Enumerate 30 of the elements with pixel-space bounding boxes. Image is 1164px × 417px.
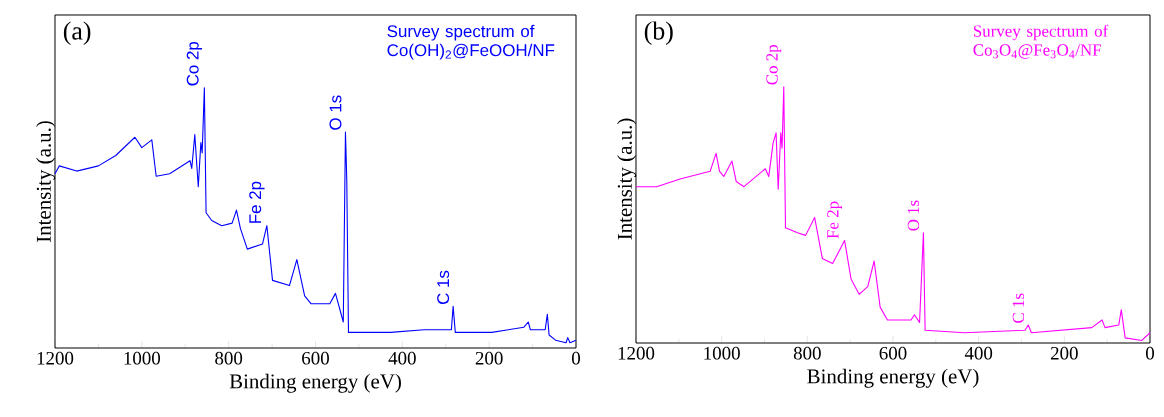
chart-title: (b) bbox=[644, 21, 673, 45]
chart-subtitle: Survey spectrum of Co(OH)$_{2}$@FeOOH/NF bbox=[387, 24, 555, 60]
x-tick-label: 400 bbox=[964, 346, 993, 360]
annotation: O 1s bbox=[329, 95, 342, 130]
x-tick-label: 600 bbox=[302, 351, 329, 365]
annotation: Fe 2p bbox=[827, 201, 843, 239]
x-tick-label: 800 bbox=[793, 346, 821, 360]
y-axis-title: Intensity (a.u.) bbox=[617, 118, 637, 240]
annotation: O 1s bbox=[907, 200, 920, 231]
annotation: C 1s bbox=[1012, 293, 1025, 323]
annotation: Co 2p bbox=[766, 44, 782, 85]
y-axis-title: Intensity (a.u.) bbox=[36, 121, 56, 243]
x-tick-label: 1000 bbox=[704, 346, 740, 360]
x-axis-title: Binding energy (eV) bbox=[807, 368, 979, 388]
x-tick-label: 1200 bbox=[37, 351, 74, 365]
x-axis-title: Binding energy (eV) bbox=[229, 373, 401, 393]
x-tick-label: 200 bbox=[1050, 346, 1078, 360]
annotation: C 1s bbox=[437, 270, 450, 305]
annotation: Fe 2p bbox=[249, 181, 265, 223]
x-tick-label: 400 bbox=[388, 351, 416, 365]
x-tick-label: 1200 bbox=[618, 346, 655, 360]
chart-title: (a) bbox=[63, 21, 91, 45]
x-tick-label: 200 bbox=[475, 351, 503, 365]
text: Survey spectrum of Co$_{3}$O$_{4}$@Fe$_{3}$O$_{4}$/NF bbox=[973, 24, 1109, 59]
annotation: Co 2p bbox=[186, 41, 203, 86]
x-tick-label: 1000 bbox=[124, 351, 161, 365]
x-tick-label: 0 bbox=[1145, 346, 1155, 360]
x-tick-label: 600 bbox=[879, 346, 907, 360]
x-tick-label: 800 bbox=[215, 351, 243, 365]
x-tick-label: 0 bbox=[571, 351, 580, 365]
